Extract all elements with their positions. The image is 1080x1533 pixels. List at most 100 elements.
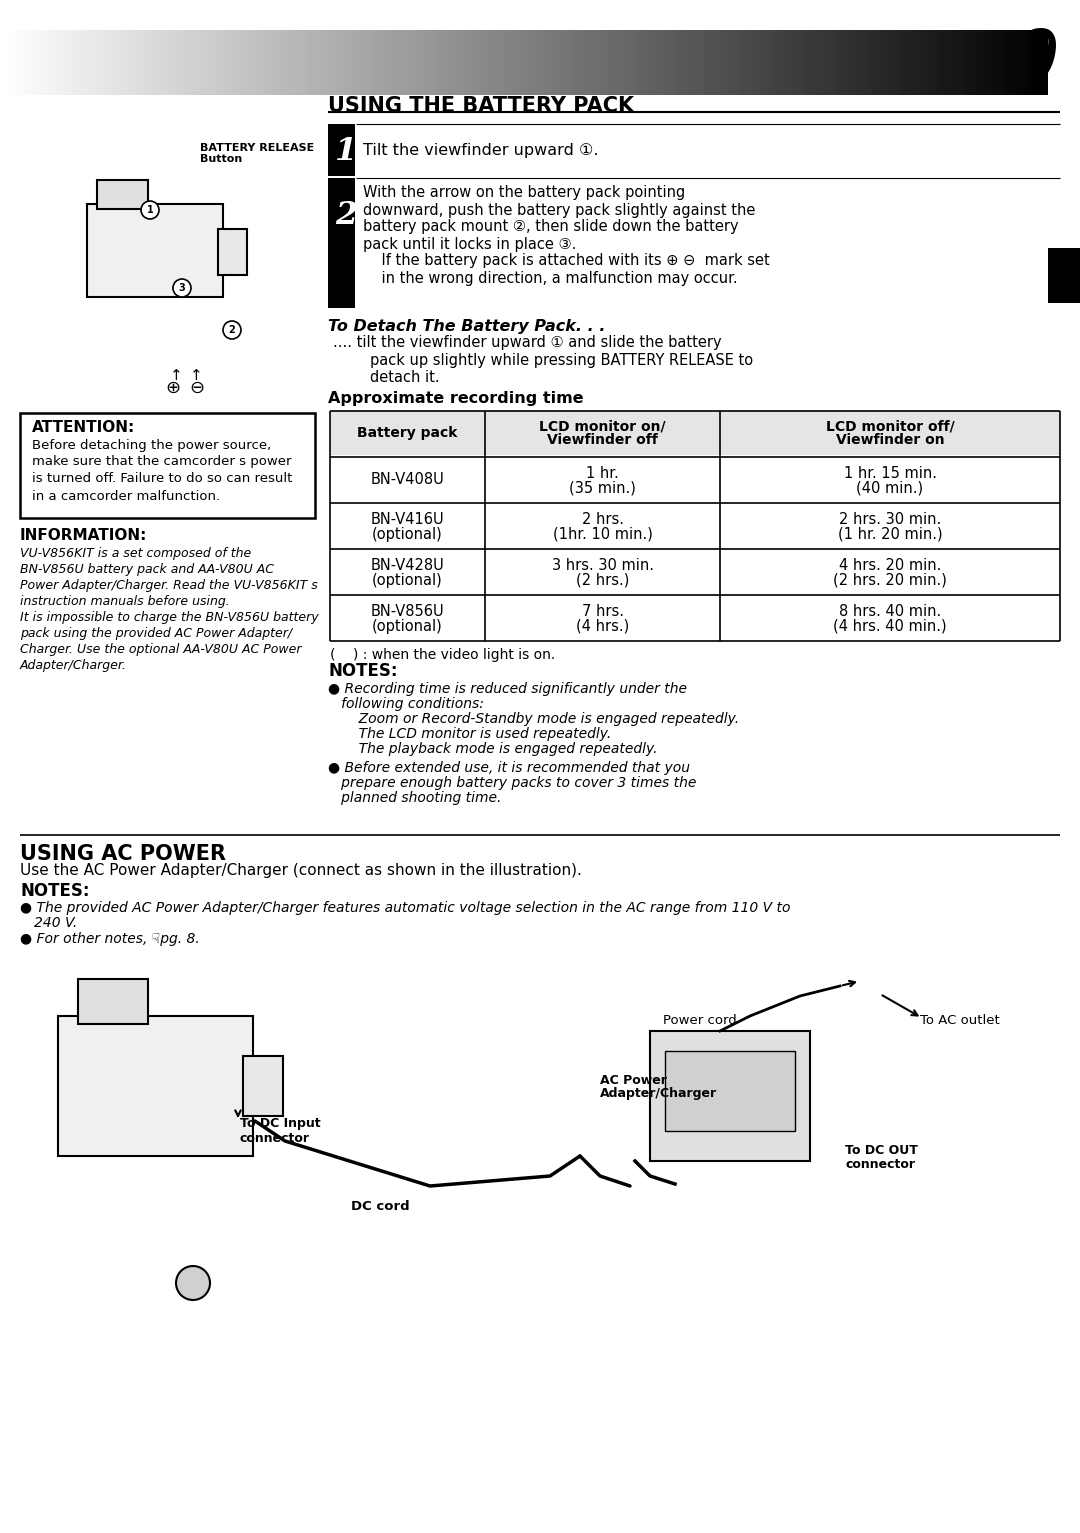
Text: ⊕: ⊕ [165, 379, 180, 397]
Text: The playback mode is engaged repeatedly.: The playback mode is engaged repeatedly. [328, 742, 658, 756]
Text: 8 hrs. 40 min.: 8 hrs. 40 min. [839, 604, 941, 618]
Text: ● Recording time is reduced significantly under the: ● Recording time is reduced significantl… [328, 682, 687, 696]
Circle shape [176, 1266, 210, 1300]
Text: Power cord: Power cord [663, 1015, 737, 1027]
Text: 2 hrs.: 2 hrs. [581, 512, 623, 526]
Text: ⊖: ⊖ [189, 379, 204, 397]
Text: (40 min.): (40 min.) [856, 480, 923, 495]
Bar [97, 179, 148, 208]
Text: Battery pack: Battery pack [357, 426, 458, 440]
Text: ● The provided AC Power Adapter/Charger features automatic voltage selection in : ● The provided AC Power Adapter/Charger … [21, 901, 791, 915]
Text: USING THE BATTERY PACK: USING THE BATTERY PACK [328, 97, 634, 117]
Text: USING AC POWER: USING AC POWER [21, 845, 226, 865]
Text: INFORMATION:: INFORMATION: [21, 529, 147, 544]
Text: is turned off. Failure to do so can result: is turned off. Failure to do so can resu… [32, 472, 293, 486]
Bar [650, 1032, 810, 1160]
Text: BN-V428U: BN-V428U [370, 558, 444, 572]
Text: BN-V408U: BN-V408U [370, 472, 444, 487]
Circle shape [141, 201, 159, 219]
Text: pack up slightly while pressing BATTERY RELEASE to: pack up slightly while pressing BATTERY … [333, 353, 753, 368]
Text: Approximate recording time: Approximate recording time [328, 391, 583, 406]
Text: The LCD monitor is used repeatedly.: The LCD monitor is used repeatedly. [328, 727, 611, 740]
Bar [78, 980, 148, 1024]
Bar [330, 411, 1059, 455]
Bar [58, 1016, 253, 1156]
Text: (optional): (optional) [373, 572, 443, 587]
Text: 2: 2 [335, 199, 357, 230]
Bar [665, 1052, 795, 1131]
Text: AC Power: AC Power [600, 1075, 666, 1087]
Text: (optional): (optional) [373, 526, 443, 541]
Text: planned shooting time.: planned shooting time. [328, 791, 501, 805]
Text: DC cord: DC cord [351, 1199, 409, 1213]
Text: ● For other notes, ☟pg. 8.: ● For other notes, ☟pg. 8. [21, 932, 200, 946]
Text: 3 hrs. 30 min.: 3 hrs. 30 min. [552, 558, 653, 572]
Text: EN: EN [982, 66, 1005, 81]
Text: To Detach The Battery Pack. . .: To Detach The Battery Pack. . . [328, 319, 606, 334]
Text: connector: connector [845, 1157, 915, 1171]
Text: 9: 9 [1012, 26, 1059, 100]
Text: make sure that the camcorder s power: make sure that the camcorder s power [32, 455, 292, 469]
Text: (1 hr. 20 min.): (1 hr. 20 min.) [838, 526, 943, 541]
Text: Zoom or Record-Standby mode is engaged repeatedly.: Zoom or Record-Standby mode is engaged r… [328, 711, 739, 727]
Bar [328, 178, 355, 308]
Text: pack until it locks in place ③.: pack until it locks in place ③. [363, 236, 577, 251]
Text: (2 hrs.): (2 hrs.) [576, 572, 630, 587]
Text: ATTENTION:: ATTENTION: [32, 420, 135, 435]
Text: Before detaching the power source,: Before detaching the power source, [32, 438, 271, 452]
Text: prepare enough battery packs to cover 3 times the: prepare enough battery packs to cover 3 … [328, 776, 697, 789]
Text: following conditions:: following conditions: [328, 698, 484, 711]
Text: BATTERY RELEASE: BATTERY RELEASE [200, 143, 314, 153]
Text: instruction manuals before using.: instruction manuals before using. [21, 595, 230, 607]
Text: .... tilt the viewfinder upward ① and slide the battery: .... tilt the viewfinder upward ① and sl… [333, 336, 721, 351]
Text: Charger. Use the optional AA-V80U AC Power: Charger. Use the optional AA-V80U AC Pow… [21, 642, 301, 656]
Circle shape [222, 320, 241, 339]
Text: With the arrow on the battery pack pointing: With the arrow on the battery pack point… [363, 185, 685, 201]
Text: Adapter/Charger.: Adapter/Charger. [21, 659, 126, 671]
Text: 3: 3 [178, 284, 186, 293]
Text: (2 hrs. 20 min.): (2 hrs. 20 min.) [833, 572, 947, 587]
Text: LCD monitor off/: LCD monitor off/ [825, 419, 955, 432]
Text: 7 hrs.: 7 hrs. [581, 604, 623, 618]
Text: Button: Button [200, 153, 242, 164]
Text: (35 min.): (35 min.) [569, 480, 636, 495]
Bar [1048, 248, 1080, 304]
Text: Use the AC Power Adapter/Charger (connect as shown in the illustration).: Use the AC Power Adapter/Charger (connec… [21, 863, 582, 878]
Text: Power Adapter/Charger. Read the VU-V856KIT s: Power Adapter/Charger. Read the VU-V856K… [21, 578, 318, 592]
Text: 240 V.: 240 V. [33, 917, 78, 931]
Text: LCD monitor on/: LCD monitor on/ [539, 419, 665, 432]
Text: 1: 1 [335, 136, 357, 167]
Text: pack using the provided AC Power Adapter/: pack using the provided AC Power Adapter… [21, 627, 292, 639]
Text: To DC OUT: To DC OUT [845, 1145, 918, 1157]
Text: detach it.: detach it. [333, 369, 440, 385]
Text: downward, push the battery pack slightly against the: downward, push the battery pack slightly… [363, 202, 755, 218]
Text: Tilt the viewfinder upward ①.: Tilt the viewfinder upward ①. [363, 144, 598, 158]
Text: 2: 2 [229, 325, 235, 336]
Text: VU-V856KIT is a set composed of the: VU-V856KIT is a set composed of the [21, 546, 252, 560]
Text: To AC outlet: To AC outlet [920, 1015, 1000, 1027]
Text: BN-V856U battery pack and AA-V80U AC: BN-V856U battery pack and AA-V80U AC [21, 563, 274, 575]
Text: (4 hrs. 40 min.): (4 hrs. 40 min.) [833, 618, 947, 633]
Text: ↑: ↑ [190, 368, 202, 383]
Text: BN-V856U: BN-V856U [370, 604, 444, 618]
Text: 4 hrs. 20 min.: 4 hrs. 20 min. [839, 558, 941, 572]
Text: To DC Input
connector: To DC Input connector [240, 1118, 321, 1145]
Bar [328, 124, 355, 176]
Text: (1hr. 10 min.): (1hr. 10 min.) [553, 526, 652, 541]
Text: (optional): (optional) [373, 618, 443, 633]
Bar [243, 1056, 283, 1116]
Text: ● Before extended use, it is recommended that you: ● Before extended use, it is recommended… [328, 760, 690, 776]
Text: in a camcorder malfunction.: in a camcorder malfunction. [32, 489, 220, 503]
Text: 2 hrs. 30 min.: 2 hrs. 30 min. [839, 512, 941, 526]
Text: 1 hr.: 1 hr. [586, 466, 619, 480]
Text: NOTES:: NOTES: [328, 662, 397, 681]
Text: (4 hrs.): (4 hrs.) [576, 618, 630, 633]
Bar [21, 412, 315, 518]
Bar [87, 204, 222, 297]
Text: battery pack mount ②, then slide down the battery: battery pack mount ②, then slide down th… [363, 219, 739, 235]
Text: ↑: ↑ [170, 368, 183, 383]
Text: Viewfinder on: Viewfinder on [836, 432, 944, 448]
Text: Adapter/Charger: Adapter/Charger [600, 1087, 717, 1101]
Text: If the battery pack is attached with its ⊕ ⊖  mark set: If the battery pack is attached with its… [363, 253, 770, 268]
Text: 1 hr. 15 min.: 1 hr. 15 min. [843, 466, 936, 480]
